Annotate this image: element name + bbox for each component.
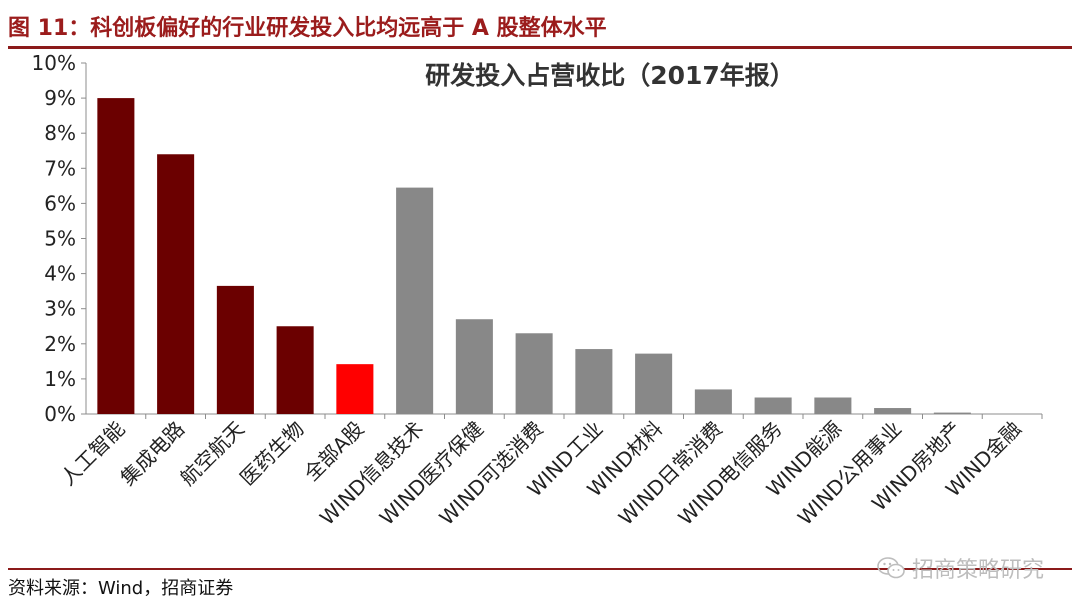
chart-title: 研发投入占营收比（2017年报）	[425, 61, 795, 90]
x-tick-label: WIND可选消费	[434, 417, 547, 530]
bar	[694, 389, 732, 414]
header-rule	[8, 46, 1072, 49]
x-tick-label: 集成电路	[116, 417, 190, 491]
x-tick-label: WIND信息技术	[315, 417, 428, 530]
bar	[754, 397, 792, 414]
y-tick-label: 3%	[44, 297, 76, 321]
bar	[635, 353, 673, 414]
bar	[455, 319, 493, 414]
watermark: 招商策略研究	[876, 552, 1044, 584]
y-tick-label: 7%	[44, 156, 76, 180]
y-tick-label: 6%	[44, 191, 76, 215]
y-tick-label: 8%	[44, 121, 76, 145]
x-tick-label: 航空航天	[175, 417, 249, 491]
x-tick-label: WIND医疗保健	[375, 417, 488, 530]
figure-header: 图 11：科创板偏好的行业研发投入比均远高于 A 股整体水平	[8, 8, 1070, 44]
bar	[874, 408, 912, 414]
bar	[814, 397, 852, 414]
source-text: 资料来源：Wind，招商证券	[8, 578, 234, 599]
bar	[933, 412, 971, 414]
bar	[336, 364, 374, 414]
bar	[276, 326, 314, 414]
bar-chart: 0%1%2%3%4%5%6%7%8%9%10%人工智能集成电路航空航天医药生物全…	[32, 51, 1043, 530]
bar	[515, 333, 553, 414]
y-tick-label: 2%	[44, 332, 76, 356]
figure-title: 图 11：科创板偏好的行业研发投入比均远高于 A 股整体水平	[8, 16, 607, 41]
x-tick-label: 人工智能	[56, 417, 130, 491]
bar	[575, 349, 613, 414]
bar	[216, 285, 254, 414]
y-tick-label: 4%	[44, 262, 76, 286]
bar	[157, 154, 195, 414]
watermark-text: 招商策略研究	[911, 558, 1044, 583]
bar	[396, 187, 434, 414]
bar	[97, 98, 135, 414]
y-tick-label: 1%	[44, 367, 76, 391]
y-tick-label: 0%	[44, 402, 76, 426]
wechat-icon	[877, 557, 905, 579]
chart-area: 0% 1% 2% 3% 4% 5% 6% 7% 8% 9% 10% 人工智能 集成电路 航空航天 医药生物全…	[0, 50, 1080, 566]
source-note: 资料来源：Wind，招商证券	[8, 573, 233, 601]
y-tick-label: 10%	[32, 51, 76, 75]
x-tick-label: 医药生物	[235, 417, 309, 491]
y-tick-label: 5%	[44, 227, 76, 251]
y-tick-label: 9%	[44, 86, 76, 110]
footer-rule	[8, 568, 1072, 570]
x-tick-label: WIND公用事业	[793, 417, 906, 530]
x-tick-label: WIND日常消费	[614, 417, 727, 530]
x-tick-label: WIND电信服务	[673, 417, 786, 530]
